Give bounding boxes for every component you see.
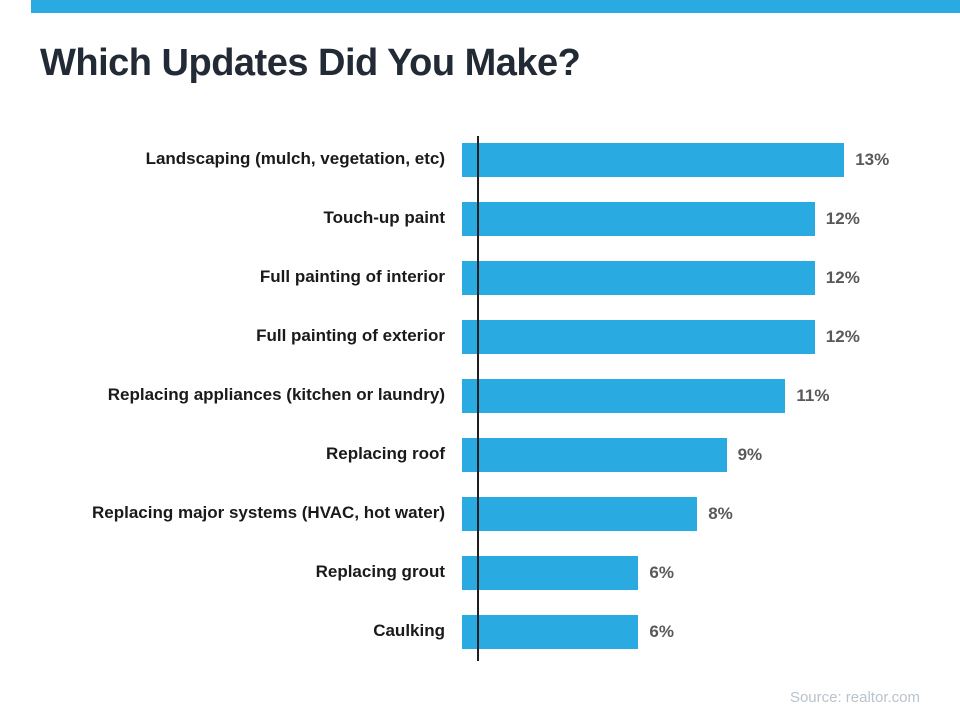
bar-value: 12%: [825, 267, 860, 287]
chart-rows: Landscaping (mulch, vegetation, etc) 13% T…: [0, 130, 960, 661]
bar: [462, 142, 845, 177]
bar-value: 9%: [737, 444, 763, 464]
bar: [462, 437, 727, 472]
bar-label: Replacing grout: [315, 562, 445, 582]
bar-row: Caulking 6%: [0, 602, 960, 661]
bar-value: 13%: [855, 149, 890, 169]
bar-label: Full painting of exterior: [256, 326, 445, 346]
bar-value: 12%: [825, 326, 860, 346]
top-accent-bar: [31, 0, 960, 13]
bar-row: Replacing roof 9%: [0, 425, 960, 484]
bar-value: 6%: [649, 562, 674, 582]
bar-row: Landscaping (mulch, vegetation, etc) 13%: [0, 130, 960, 189]
bar-row: Full painting of exterior 12%: [0, 307, 960, 366]
bar-value: 12%: [825, 208, 860, 228]
y-axis-line: [477, 136, 479, 661]
bar-label: Replacing major systems (HVAC, hot water…: [92, 503, 445, 523]
bar-label: Full painting of interior: [259, 267, 445, 287]
bar-label: Replacing roof: [325, 444, 445, 464]
bar-row: Replacing grout 6%: [0, 543, 960, 602]
bar: [462, 260, 815, 295]
bar: [462, 378, 786, 413]
bar-label: Touch-up paint: [323, 208, 446, 228]
bar: [462, 319, 815, 354]
bar-value: 6%: [649, 621, 674, 641]
page-title: Which Updates Did You Make?: [40, 42, 581, 84]
bar-value: 11%: [796, 385, 830, 405]
bar-row: Full painting of interior 12%: [0, 248, 960, 307]
bar-row: Replacing major systems (HVAC, hot water…: [0, 484, 960, 543]
bar-row: Replacing appliances (kitchen or laundry…: [0, 366, 960, 425]
bar-label: Landscaping (mulch, vegetation, etc): [145, 149, 445, 169]
bar-chart: Landscaping (mulch, vegetation, etc) 13% T…: [0, 130, 960, 661]
bar: [462, 555, 639, 590]
bar: [462, 201, 815, 236]
bar-row: Touch-up paint 12%: [0, 189, 960, 248]
bar-label: Caulking: [373, 621, 445, 641]
bar: [462, 614, 639, 649]
bar: [462, 496, 698, 531]
bar-value: 8%: [708, 503, 733, 523]
source-credit: Source: realtor.com: [789, 689, 920, 706]
bar-label: Replacing appliances (kitchen or laundry…: [107, 385, 445, 405]
